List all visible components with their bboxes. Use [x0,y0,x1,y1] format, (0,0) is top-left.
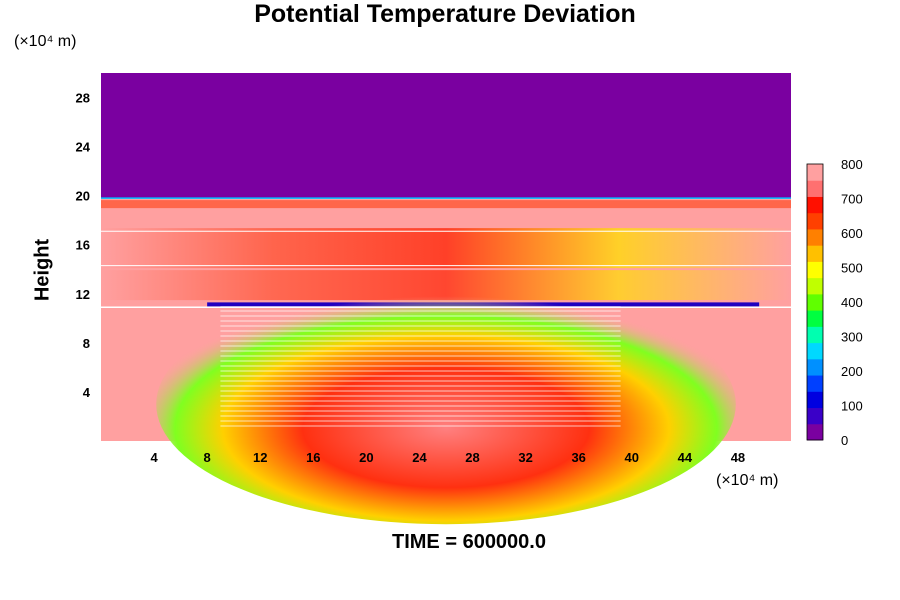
colorbar-tick-label: 200 [841,364,863,379]
time-label: TIME = 600000.0 [392,531,546,553]
colorbar-swatch [807,164,823,181]
texture-stripes [220,306,621,429]
colorbar-swatch [807,228,823,246]
region-0 [101,73,791,199]
colorbar-tick-label: 100 [841,399,863,414]
colorbar-tick-label: 400 [841,295,863,310]
y-tick-label: 4 [83,385,91,400]
colorbar-swatch [807,375,823,392]
colorbar-swatch [807,293,823,311]
colorbar-tick-label: 700 [841,192,863,207]
y-axis: 4 8 12 16 20 24 28 [76,91,91,400]
colorbar-tick-label: 0 [841,433,848,448]
x-tick-label: 20 [359,450,373,465]
x-tick-label: 24 [412,450,427,465]
x-unit-label: (×10⁴ m) [716,472,779,489]
heatmap-field [101,73,791,525]
x-tick-label: 40 [625,450,639,465]
texture-top-fringe [101,200,791,209]
colorbar-tick-label: 500 [841,261,863,276]
x-tick-label: 32 [518,450,532,465]
colorbar-swatch [807,277,823,295]
chart-title: Potential Temperature Deviation [254,0,636,28]
x-tick-label: 48 [731,450,745,465]
colorbar-swatch [807,407,823,425]
colorbar-swatch [807,358,823,376]
y-tick-label: 20 [76,189,90,204]
y-unit-label: (×10⁴ m) [14,33,77,50]
x-tick-label: 4 [150,450,158,465]
colorbar-swatch [807,326,823,344]
colorbar-tick-label: 600 [841,226,863,241]
colorbar-swatch [807,423,823,441]
y-tick-label: 24 [76,140,91,155]
colorbar-tick-label: 800 [841,157,863,172]
colorbar-swatch [807,245,823,262]
x-tick-label: 8 [204,450,211,465]
colorbar-swatch [807,196,823,214]
colorbar: 0 100 200 300 400 500 600 700 800 [806,157,863,448]
x-tick-label: 16 [306,450,320,465]
x-tick-label: 28 [465,450,479,465]
colorbar-swatch [807,261,823,279]
colorbar-swatch [807,342,823,360]
x-tick-label: 36 [571,450,585,465]
colorbar-frame [806,163,824,441]
x-tick-label: 12 [253,450,267,465]
y-tick-label: 12 [76,287,90,302]
x-tick-label: 44 [678,450,693,465]
texture-upper-band [101,228,791,269]
y-tick-label: 16 [76,238,90,253]
y-tick-label: 28 [76,91,90,106]
colorbar-swatch [807,212,823,230]
colorbar-swatch [807,391,823,409]
colorbar-swatch [807,310,823,327]
y-tick-label: 8 [83,336,90,351]
colorbar-swatch [807,180,823,197]
colorbar-tick-label: 300 [841,330,863,345]
x-axis: 4 8 12 16 20 24 28 32 36 40 44 48 [150,450,745,465]
